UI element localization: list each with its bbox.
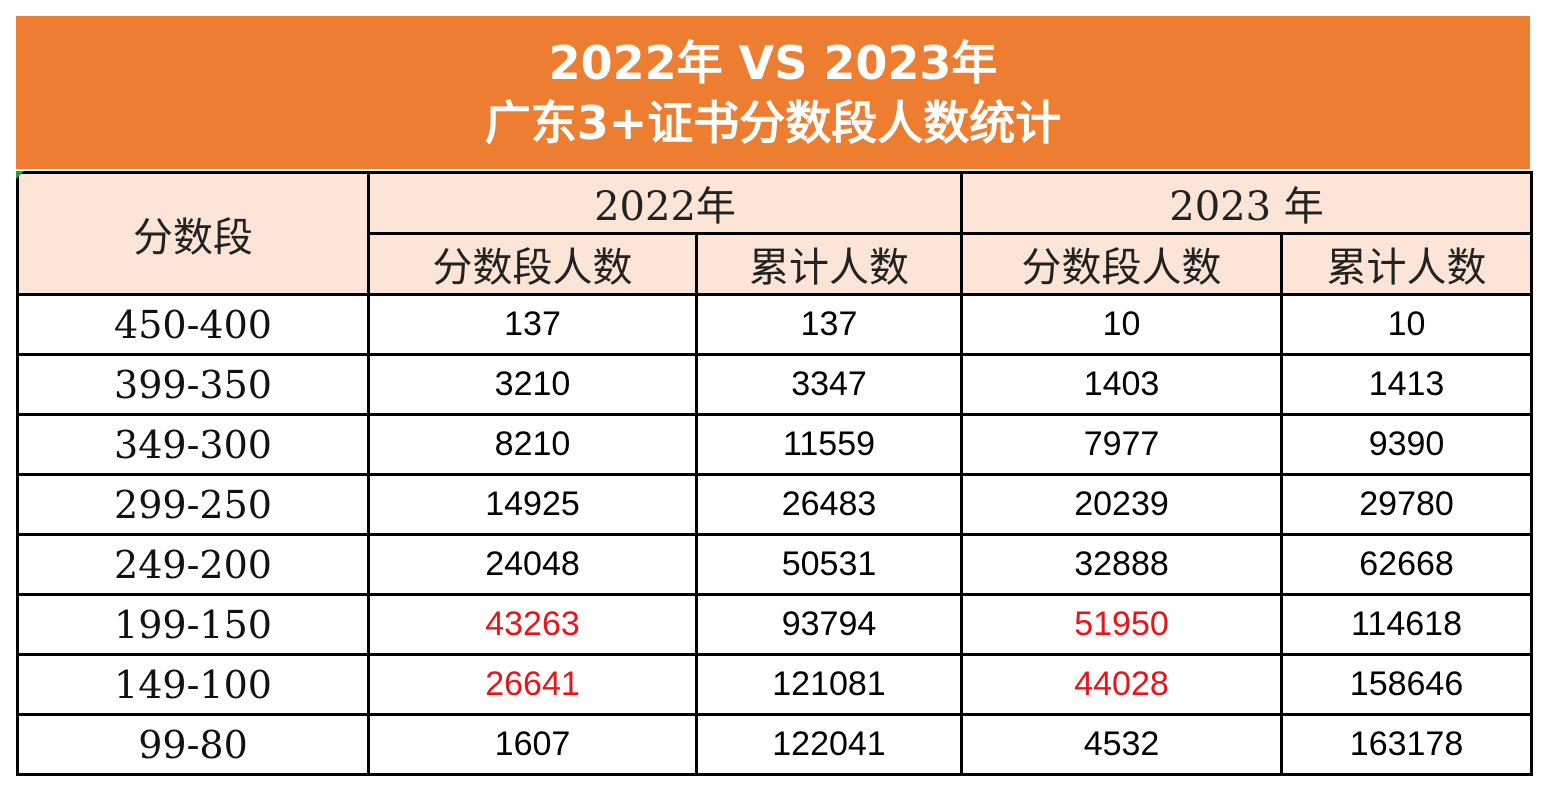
cell-score-range: 450-400	[16, 293, 370, 356]
cell-cumulative-2022: 3347	[694, 353, 964, 416]
cell-score-range: 299-250	[16, 473, 370, 536]
table-row: 299-250 14925 26483 20239 29780	[16, 473, 1534, 536]
cell-count-2022: 26641	[367, 653, 698, 716]
cell-cumulative-2022: 50531	[694, 533, 964, 596]
title-banner: 2022年 VS 2023年 广东3+证书分数段人数统计	[16, 16, 1530, 169]
cell-count-2022: 24048	[367, 533, 698, 596]
cell-score-range: 249-200	[16, 533, 370, 596]
cell-cumulative-2022: 93794	[694, 593, 964, 656]
cell-cumulative-2023: 10	[1280, 293, 1534, 356]
cell-count-2023: 7977	[960, 413, 1284, 476]
cell-count-2022: 14925	[367, 473, 698, 536]
cell-cumulative-2023: 158646	[1280, 653, 1534, 716]
cell-score-range: 199-150	[16, 593, 370, 656]
cell-cumulative-2023: 163178	[1280, 713, 1534, 776]
cell-count-2023: 10	[960, 293, 1284, 356]
header-score-range: 分数段	[16, 171, 370, 296]
header-year-2022: 2022年	[366, 171, 964, 235]
score-distribution-table: 分数段 2022年 2023 年 分数段人数 累计人数 分数段人数 累计人数 4…	[16, 171, 1534, 776]
header-cumulative-2022: 累计人数	[694, 232, 964, 296]
cell-count-2022: 1607	[367, 713, 698, 776]
cell-cumulative-2023: 114618	[1280, 593, 1534, 656]
cell-score-range: 99-80	[16, 713, 370, 776]
cell-corner-marker	[16, 171, 24, 179]
header-cumulative-2023: 累计人数	[1280, 232, 1534, 296]
title-line-2: 广东3+证书分数段人数统计	[484, 95, 1062, 150]
cell-cumulative-2023: 62668	[1280, 533, 1534, 596]
header-count-2023: 分数段人数	[960, 232, 1284, 296]
cell-count-2023: 20239	[960, 473, 1284, 536]
cell-cumulative-2023: 1413	[1280, 353, 1534, 416]
cell-score-range: 399-350	[16, 353, 370, 416]
table-row: 450-400 137 137 10 10	[16, 293, 1534, 356]
cell-count-2023: 4532	[960, 713, 1284, 776]
table-row: 249-200 24048 50531 32888 62668	[16, 533, 1534, 596]
cell-count-2022: 137	[367, 293, 698, 356]
cell-count-2023: 44028	[960, 653, 1284, 716]
cell-cumulative-2022: 137	[694, 293, 964, 356]
cell-count-2022: 43263	[367, 593, 698, 656]
cell-count-2022: 8210	[367, 413, 698, 476]
table-row: 149-100 26641 121081 44028 158646	[16, 653, 1534, 716]
cell-count-2023: 51950	[960, 593, 1284, 656]
table-row: 99-80 1607 122041 4532 163178	[16, 713, 1534, 776]
table-row: 349-300 8210 11559 7977 9390	[16, 413, 1534, 476]
table-body: 450-400 137 137 10 10 399-350 3210 3347 1403 1413…	[16, 293, 1534, 776]
cell-cumulative-2023: 29780	[1280, 473, 1534, 536]
header-year-2023: 2023 年	[960, 171, 1534, 235]
table-row: 399-350 3210 3347 1403 1413	[16, 353, 1534, 416]
cell-count-2023: 32888	[960, 533, 1284, 596]
cell-count-2023: 1403	[960, 353, 1284, 416]
cell-score-range: 149-100	[16, 653, 370, 716]
cell-count-2022: 3210	[367, 353, 698, 416]
table-row: 199-150 43263 93794 51950 114618	[16, 593, 1534, 656]
cell-cumulative-2022: 122041	[694, 713, 964, 776]
cell-cumulative-2022: 121081	[694, 653, 964, 716]
cell-cumulative-2022: 11559	[694, 413, 964, 476]
header-count-2022: 分数段人数	[367, 232, 698, 296]
cell-score-range: 349-300	[16, 413, 370, 476]
cell-cumulative-2023: 9390	[1280, 413, 1534, 476]
cell-cumulative-2022: 26483	[694, 473, 964, 536]
title-line-1: 2022年 VS 2023年	[548, 35, 998, 90]
